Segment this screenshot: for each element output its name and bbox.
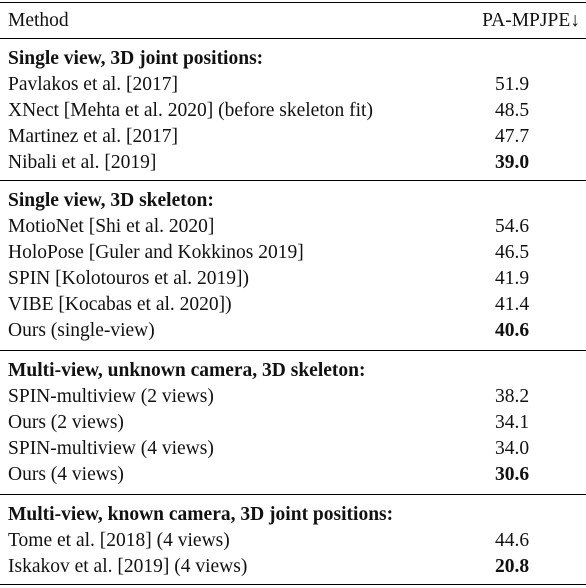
section-title: Single view, 3D joint positions:: [8, 48, 264, 69]
row-method: Ours (4 views): [8, 464, 124, 485]
table-row: SPIN-multiview (2 views) 38.2: [0, 384, 586, 410]
row-method: VIBE [Kocabas et al. 2020]): [8, 294, 232, 315]
row-value: 48.5: [494, 100, 530, 121]
table-row: XNect [Mehta et al. 2020] (before skelet…: [0, 98, 586, 124]
row-value: 44.6: [494, 530, 530, 551]
row-value: 41.4: [494, 294, 530, 315]
table-row: Tome et al. [2018] (4 views) 44.6: [0, 528, 586, 554]
header-method: Method: [8, 10, 69, 31]
section-rule: [0, 180, 586, 181]
table-row: VIBE [Kocabas et al. 2020]) 41.4: [0, 292, 586, 318]
row-method: Iskakov et al. [2019] (4 views): [8, 556, 248, 577]
row-value: 54.6: [494, 216, 530, 237]
row-method: SPIN-multiview (2 views): [8, 386, 214, 407]
table-row: Ours (single-view) 40.6: [0, 318, 586, 344]
section-title: Single view, 3D skeleton:: [8, 190, 214, 211]
table-row: Ours (4 views) 30.6: [0, 462, 586, 488]
row-value: 46.5: [494, 242, 530, 263]
table-row: MotioNet [Shi et al. 2020] 54.6: [0, 214, 586, 240]
section-rule: [0, 494, 586, 495]
row-value: 34.1: [494, 412, 530, 433]
table-row: Iskakov et al. [2019] (4 views) 20.8: [0, 554, 586, 580]
table-row: Nibali et al. [2019] 39.0: [0, 150, 586, 176]
table-row: Pavlakos et al. [2017] 51.9: [0, 72, 586, 98]
row-value: 38.2: [494, 386, 530, 407]
row-method: MotioNet [Shi et al. 2020]: [8, 216, 215, 237]
row-value: 51.9: [494, 74, 530, 95]
row-value: 39.0: [494, 152, 530, 173]
row-method: Ours (2 views): [8, 412, 124, 433]
row-value: 20.8: [494, 556, 530, 577]
table-bottom-rule: [0, 584, 586, 585]
header-metric: PA-MPJPE↓: [482, 10, 580, 31]
row-value: 40.6: [494, 320, 530, 341]
row-value: 30.6: [494, 464, 530, 485]
row-value: 47.7: [494, 126, 530, 147]
table-row: Ours (2 views) 34.1: [0, 410, 586, 436]
section-rule: [0, 350, 586, 351]
row-method: SPIN-multiview (4 views): [8, 438, 214, 459]
row-method: HoloPose [Guler and Kokkinos 2019]: [8, 242, 304, 263]
row-method: XNect [Mehta et al. 2020] (before skelet…: [8, 100, 373, 121]
section-title: Multi-view, unknown camera, 3D skeleton:: [8, 360, 366, 381]
row-value: 34.0: [494, 438, 530, 459]
table-row: Martinez et al. [2017] 47.7: [0, 124, 586, 150]
row-method: Pavlakos et al. [2017]: [8, 74, 179, 95]
table-row: SPIN-multiview (4 views) 34.0: [0, 436, 586, 462]
row-method: Ours (single-view): [8, 320, 155, 341]
row-method: SPIN [Kolotouros et al. 2019]): [8, 268, 250, 289]
table-row: SPIN [Kolotouros et al. 2019]) 41.9: [0, 266, 586, 292]
row-method: Nibali et al. [2019]: [8, 152, 157, 173]
section-title: Multi-view, known camera, 3D joint posit…: [8, 504, 394, 525]
row-method: Martinez et al. [2017]: [8, 126, 179, 147]
row-method: Tome et al. [2018] (4 views): [8, 530, 230, 551]
table-row: HoloPose [Guler and Kokkinos 2019] 46.5: [0, 240, 586, 266]
table-header: Method PA-MPJPE↓: [0, 8, 586, 34]
row-value: 41.9: [494, 268, 530, 289]
header-rule: [0, 38, 586, 39]
table-top-rule: [0, 2, 586, 3]
